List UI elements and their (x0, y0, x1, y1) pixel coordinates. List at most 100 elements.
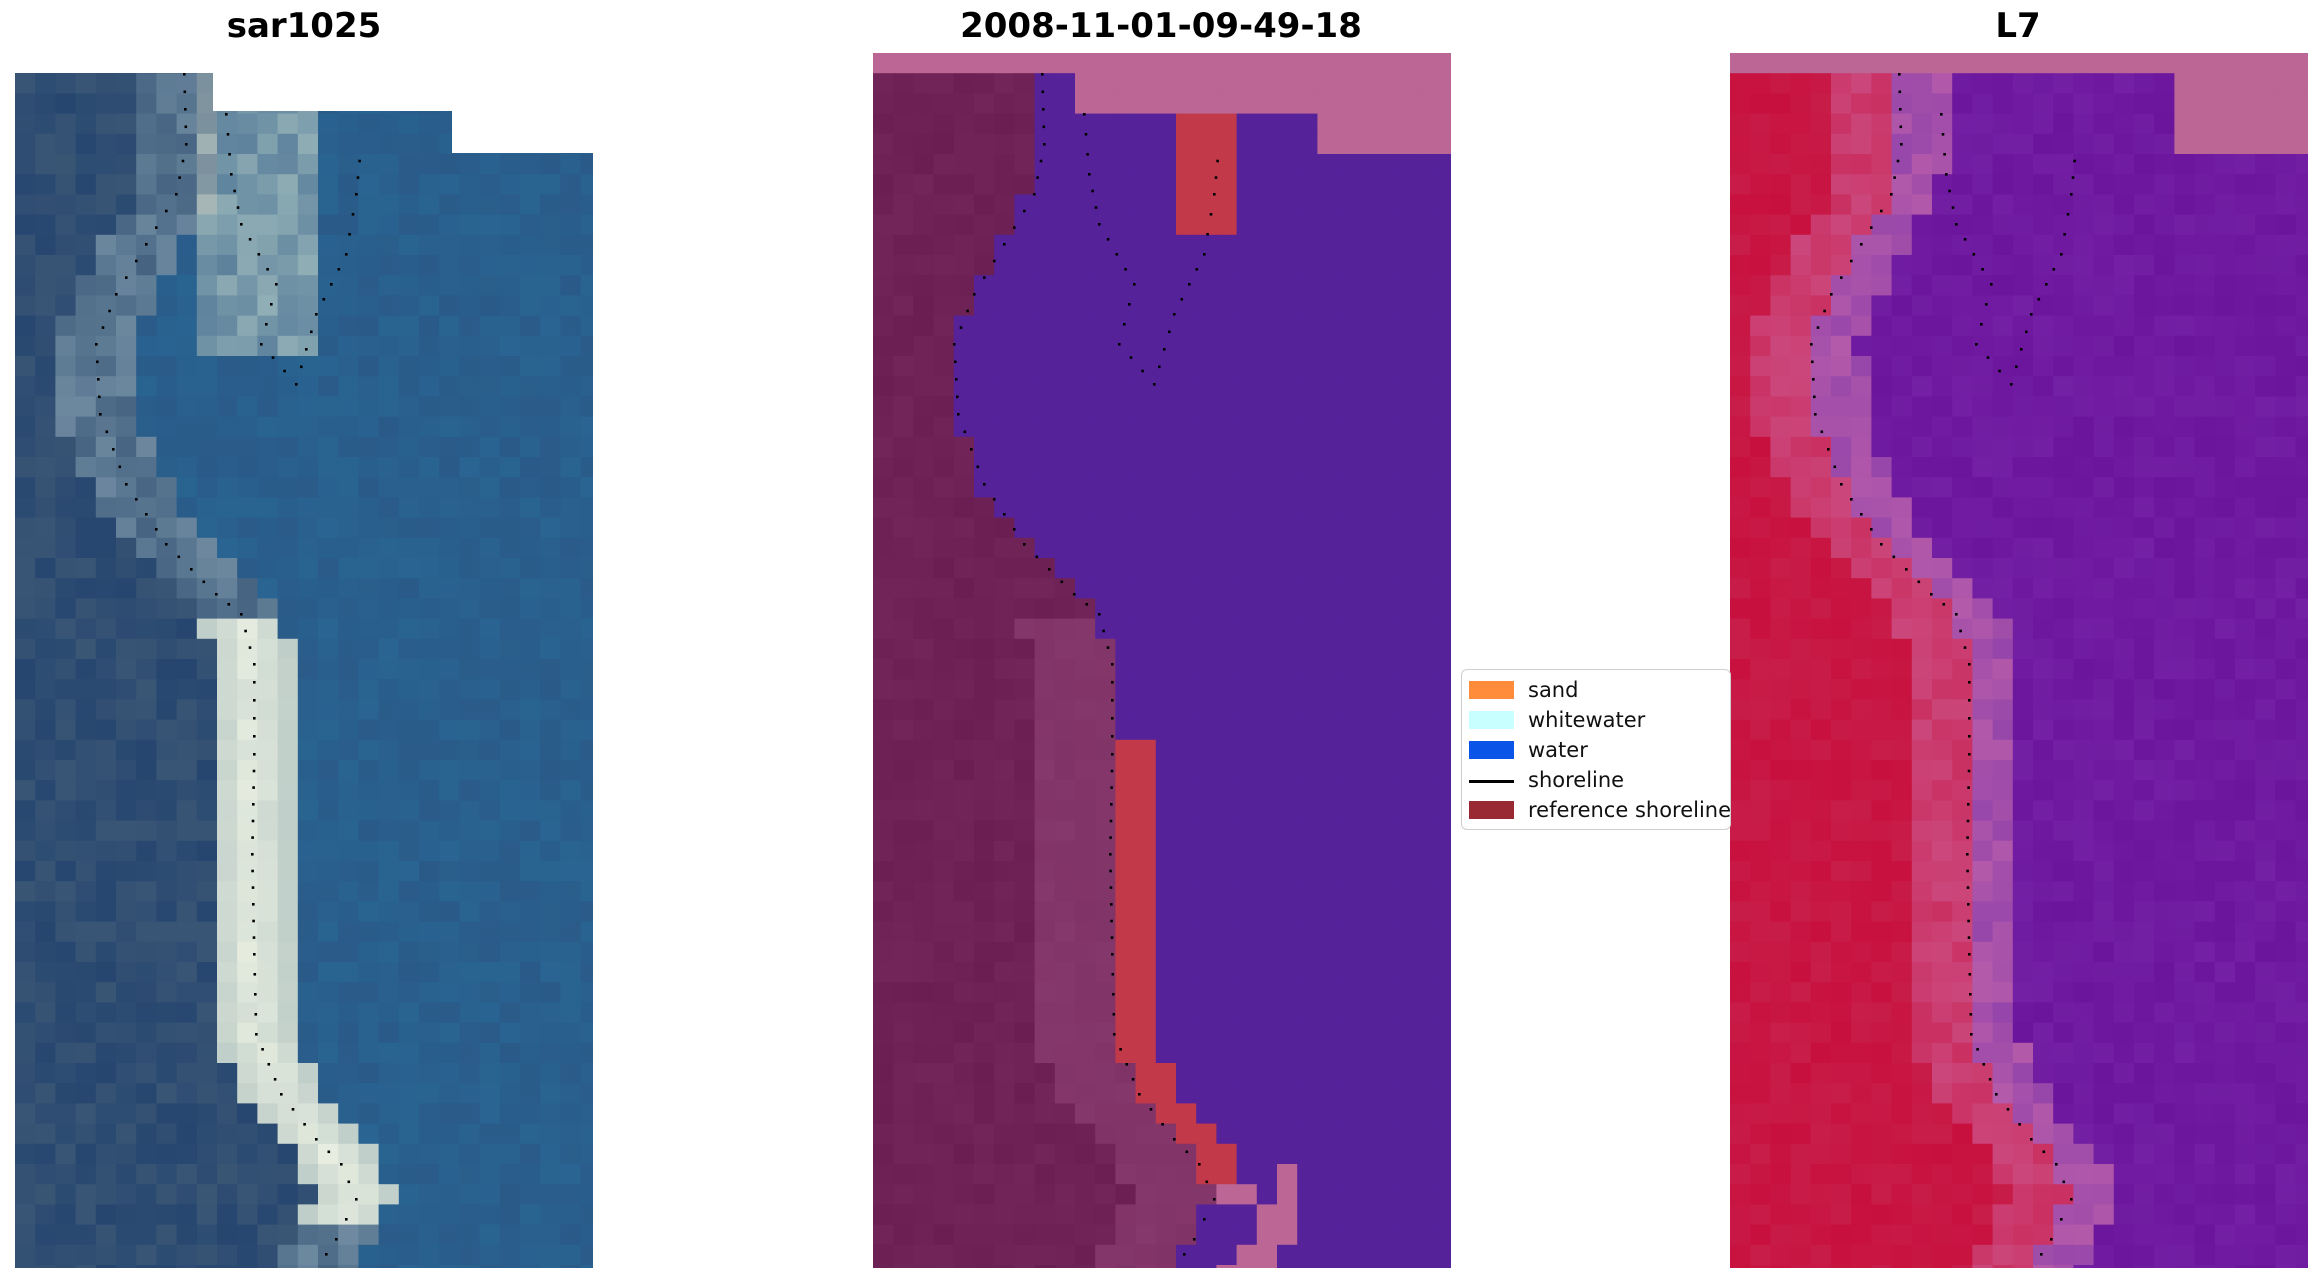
pixel-cell (358, 598, 380, 620)
pixel-cell (2235, 356, 2256, 377)
pixel-cell (1135, 1083, 1157, 1104)
pixel-cell (1075, 154, 1096, 175)
pixel-cell (1317, 962, 1339, 983)
pixel-cell (2113, 861, 2135, 882)
pixel-cell (933, 558, 955, 579)
pixel-cell (1810, 436, 1832, 458)
pixel-cell (1770, 780, 1792, 801)
pixel-cell (2113, 396, 2135, 418)
pixel-cell (1075, 416, 1096, 438)
pixel-cell (95, 1083, 117, 1104)
pixel-cell (1176, 941, 1197, 963)
pixel-cell (378, 941, 400, 963)
pixel-cell (1891, 416, 1913, 438)
pixel-cell (1095, 396, 1116, 418)
pixel-cell (358, 679, 380, 700)
pixel-cell (176, 1244, 198, 1266)
pixel-cell (35, 881, 56, 902)
pixel-cell (2053, 73, 2074, 94)
pixel-cell (499, 1224, 521, 1246)
pixel-cell (1952, 517, 1973, 539)
pixel-cell (1810, 133, 1832, 155)
pixel-cell (1196, 194, 1217, 216)
pixel-cell (75, 194, 97, 216)
pixel-cell (1337, 255, 1359, 276)
pixel-cell (1176, 255, 1197, 276)
pixel-cell (176, 1164, 198, 1185)
pixel-cell (1932, 578, 1953, 599)
pixel-cell (580, 638, 593, 660)
pixel-cell (237, 1063, 258, 1084)
pixel-cell (2275, 840, 2297, 862)
pixel-cell (35, 1022, 56, 1044)
pixel-cell (1277, 881, 1298, 902)
pixel-cell (1115, 638, 1137, 660)
pixel-cell (2134, 416, 2155, 438)
pixel-cell (15, 113, 36, 135)
pixel-cell (1871, 719, 1893, 741)
pixel-cell (338, 234, 359, 256)
pixel-cell (277, 295, 299, 317)
pixel-cell (297, 921, 319, 943)
pixel-cell (176, 154, 198, 175)
pixel-cell (2194, 396, 2216, 418)
pixel-cell (1297, 436, 1318, 458)
pixel-cell (1176, 618, 1197, 640)
pixel-cell (499, 255, 521, 276)
pixel-cell (1115, 315, 1137, 337)
pixel-cell (1054, 376, 1076, 397)
pixel-cell (2174, 618, 2196, 640)
pixel-cell (35, 1063, 56, 1084)
pixel-cell (1196, 537, 1217, 559)
pixel-cell (974, 558, 995, 579)
pixel-cell (398, 517, 420, 539)
pixel-cell (237, 618, 258, 640)
pixel-cell (15, 457, 36, 478)
shoreline-point (993, 259, 996, 263)
pixel-cell (15, 1204, 36, 1226)
pixel-cell (520, 214, 541, 236)
pixel-cell (1075, 1164, 1096, 1185)
pixel-cell (2033, 416, 2054, 438)
pixel-cell (378, 598, 400, 620)
pixel-cell (136, 941, 157, 963)
shoreline-point (184, 125, 188, 129)
shoreline-point (215, 593, 218, 596)
shoreline-point (963, 430, 967, 434)
pixel-cell (1398, 558, 1419, 579)
pixel-cell (1337, 861, 1359, 882)
pixel-cell (1256, 1063, 1278, 1084)
pixel-cell (1095, 497, 1116, 519)
pixel-cell (893, 255, 914, 276)
pixel-cell (439, 1063, 460, 1084)
pixel-cell (933, 638, 955, 660)
shoreline-point (310, 330, 313, 334)
pixel-cell (560, 255, 582, 276)
pixel-cell (398, 962, 420, 983)
pixel-cell (1034, 53, 1056, 74)
pixel-cell (1034, 537, 1056, 559)
pixel-cell (1871, 234, 1893, 256)
pixel-cell (2154, 436, 2175, 458)
pixel-cell (55, 214, 77, 236)
pixel-cell (1750, 537, 1771, 559)
shoreline-point (275, 283, 278, 286)
pixel-cell (1277, 194, 1298, 216)
pixel-cell (1378, 739, 1399, 761)
pixel-cell (136, 558, 157, 579)
pixel-cell (2113, 457, 2135, 478)
pixel-cell (2214, 659, 2236, 680)
pixel-cell (1398, 133, 1419, 155)
pixel-cell (75, 1244, 97, 1266)
pixel-cell (378, 578, 400, 599)
pixel-cell (1196, 1224, 1217, 1246)
pixel-cell (2113, 255, 2135, 276)
pixel-cell (1810, 376, 1832, 397)
pixel-cell (873, 618, 894, 640)
pixel-cell (580, 154, 593, 175)
pixel-cell (2214, 376, 2236, 397)
pixel-cell (1054, 73, 1076, 94)
pixel-cell (1438, 154, 1451, 175)
pixel-cell (1418, 1224, 1440, 1246)
pixel-cell (419, 416, 440, 438)
